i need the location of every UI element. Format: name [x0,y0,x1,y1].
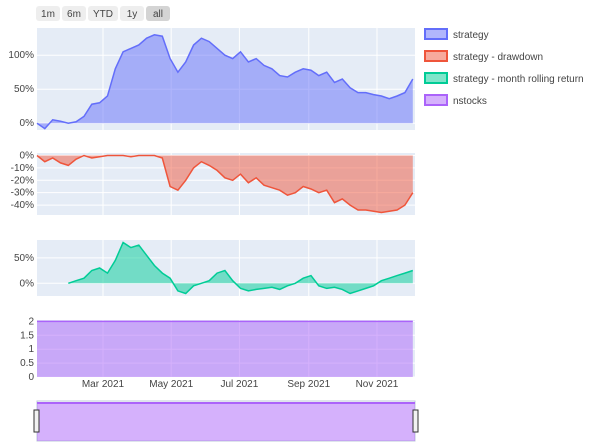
legend-label: nstocks [453,96,487,107]
x-tick-label: Nov 2021 [356,379,399,390]
y-tick-label: -30% [11,188,34,199]
strategy-panel: 0% 50% 100% [8,28,415,130]
range-button-1y[interactable]: 1y [120,6,144,21]
range-button-ytd[interactable]: YTD [88,6,118,21]
y-tick-label: 1 [28,344,34,355]
legend-swatch [424,50,448,62]
x-axis: Mar 2021 May 2021 Jul 2021 Sep 2021 Nov 2021 [82,379,399,390]
legend-item[interactable]: strategy [424,28,489,41]
range-button-label: 6m [67,9,81,20]
y-tick-label: 1.5 [20,330,34,341]
y-tick-label: 0% [20,150,35,161]
range-button-all[interactable]: all [146,6,170,21]
range-slider-right-handle[interactable] [412,409,419,433]
y-tick-label: -40% [11,200,34,211]
rolling-return-panel: 0% 50% [14,240,415,296]
series-area [37,34,413,129]
series-line [36,154,414,214]
legend-swatch [424,72,448,84]
y-tick-label: 100% [8,50,34,61]
y-tick-label: 2 [28,316,34,327]
range-button-label: YTD [93,9,113,20]
range-button-label: all [153,9,163,20]
range-slider-left-handle[interactable] [33,409,40,433]
x-tick-label: Jul 2021 [221,379,259,390]
series-area [37,321,413,377]
y-tick-label: 0% [20,118,35,129]
y-tick-label: 0 [28,372,34,383]
range-slider-fill [37,403,415,441]
legend-label: strategy - month rolling return [453,74,584,85]
legend-item[interactable]: strategy - month rolling return [424,72,584,85]
x-tick-label: Sep 2021 [287,379,330,390]
range-selector: 1m 6m YTD 1y all [36,6,170,21]
legend-swatch [424,28,448,40]
y-tick-label: 50% [14,84,34,95]
range-slider[interactable] [33,400,419,442]
range-button-1m[interactable]: 1m [36,6,60,21]
y-tick-label: 0.5 [20,358,34,369]
legend-label: strategy [453,30,489,41]
legend-item[interactable]: strategy - drawdown [424,50,543,63]
legend-swatch [424,94,448,106]
y-tick-label: 50% [14,253,34,264]
series-area [37,155,413,213]
range-button-6m[interactable]: 6m [62,6,86,21]
series-line [68,241,414,295]
series-area [68,242,413,294]
y-tick-label: 0% [20,278,35,289]
range-button-label: 1m [41,9,55,20]
nstocks-panel: 0 0.5 1 1.5 2 [20,316,415,383]
x-tick-label: Mar 2021 [82,379,125,390]
range-button-label: 1y [127,9,138,20]
legend-item[interactable]: nstocks [424,94,487,107]
y-tick-label: -20% [11,175,34,186]
x-tick-label: May 2021 [149,379,193,390]
series-line [36,34,414,130]
legend-label: strategy - drawdown [453,52,543,63]
y-tick-label: -10% [11,163,34,174]
legend: strategy strategy - drawdown strategy - mo… [424,28,584,107]
drawdown-panel: 0% -10%-20% -30%-40% [11,150,415,215]
